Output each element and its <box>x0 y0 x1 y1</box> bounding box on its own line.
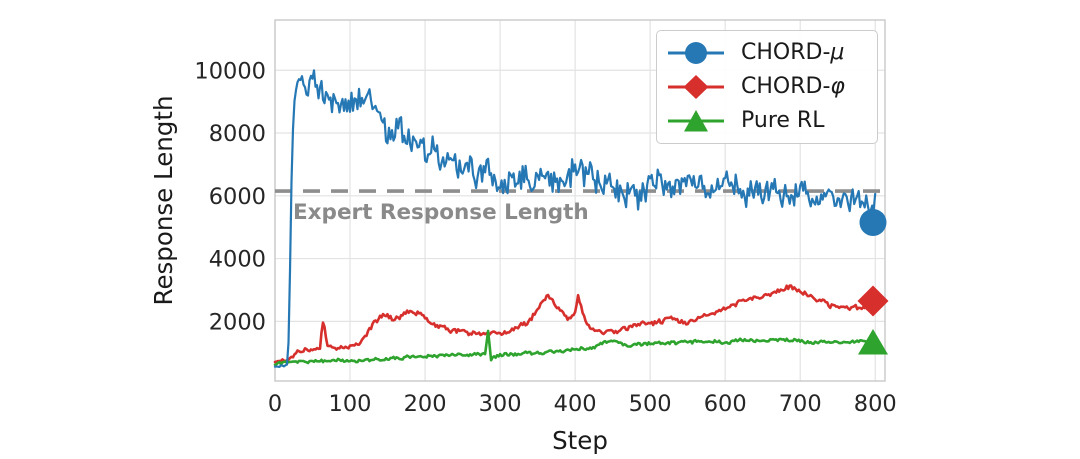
legend-label-chord-mu: CHORD-μ <box>741 40 845 65</box>
y-tick-label: 4000 <box>209 247 266 273</box>
x-tick-label: 200 <box>404 391 447 417</box>
legend: CHORD-μ CHORD-φ Pure RL <box>656 30 878 144</box>
x-axis-label: Step <box>552 426 608 455</box>
legend-item-chord-mu: CHORD-μ <box>665 36 871 70</box>
legend-label-chord-phi: CHORD-φ <box>741 74 845 99</box>
x-tick-label: 800 <box>854 391 897 417</box>
x-tick-label: 400 <box>554 391 597 417</box>
x-tick-label: 600 <box>704 391 747 417</box>
legend-label-pure-rl: Pure RL <box>741 108 825 133</box>
series-line-Pure RL <box>273 329 877 366</box>
series-line-CHORD-μ <box>273 69 877 368</box>
series-line-CHORD-φ <box>273 284 877 364</box>
y-tick-label: 10000 <box>194 58 266 84</box>
legend-triangle-marker-icon <box>668 110 724 132</box>
x-tick-label: 700 <box>779 391 822 417</box>
x-tick-label: 300 <box>479 391 522 417</box>
x-tick-label: 500 <box>629 391 672 417</box>
y-tick-label: 6000 <box>209 184 266 210</box>
y-tick-label: 8000 <box>209 121 266 147</box>
x-tick-label: 100 <box>329 391 372 417</box>
plot-border <box>274 19 886 382</box>
x-tick-label: 0 <box>268 391 282 417</box>
legend-item-pure-rl: Pure RL <box>665 104 871 138</box>
expert-reference-label: Expert Response Length <box>293 200 589 225</box>
end-marker-triangle <box>857 329 888 355</box>
legend-circle-marker-icon <box>668 42 724 64</box>
end-marker-diamond <box>857 285 889 317</box>
end-marker-circle <box>859 208 887 236</box>
legend-item-chord-phi: CHORD-φ <box>665 70 871 104</box>
y-axis-label: Response Length <box>149 96 178 306</box>
y-tick-label: 2000 <box>209 309 266 335</box>
legend-diamond-marker-icon <box>668 75 724 99</box>
